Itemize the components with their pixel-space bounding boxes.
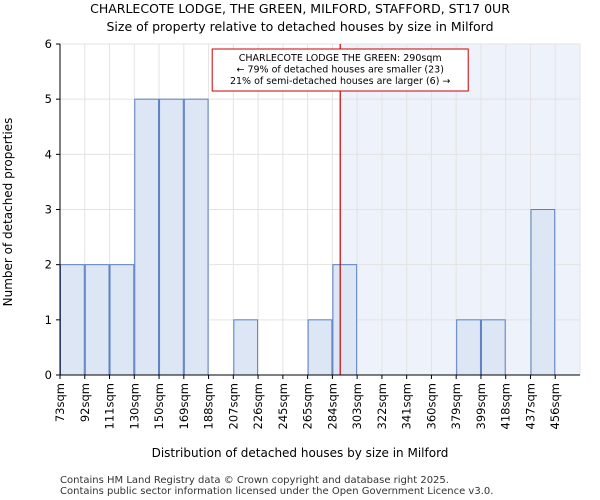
annotation-line: ← 79% of detached houses are smaller (23…	[236, 65, 443, 76]
y-tick-label: 3	[45, 203, 52, 217]
x-tick-label: 379sqm	[449, 383, 463, 429]
bar	[60, 264, 85, 376]
bar	[109, 264, 135, 376]
bar	[332, 264, 358, 376]
bar	[233, 319, 259, 376]
x-tick-label: 341sqm	[400, 383, 414, 429]
annotation-line: 21% of semi-detached houses are larger (…	[230, 76, 450, 87]
annotation-line: CHARLECOTE LODGE THE GREEN: 290sqm	[239, 53, 442, 64]
annotation-box	[211, 48, 469, 92]
bar	[84, 264, 110, 376]
y-tick-label: 1	[45, 313, 52, 327]
x-tick-label: 207sqm	[226, 383, 240, 429]
footer-line-2: Contains public sector information licen…	[60, 486, 493, 497]
bar	[530, 209, 556, 376]
bar	[159, 98, 184, 376]
y-tick-label: 0	[45, 368, 52, 382]
y-tick-label: 4	[45, 147, 52, 161]
footer-line-1: Contains HM Land Registry data © Crown c…	[60, 475, 449, 486]
x-tick-label: 265sqm	[301, 383, 315, 429]
x-tick-label: 437sqm	[523, 383, 537, 429]
plot-layer: CHARLECOTE LODGE THE GREEN: 290sqm← 79% …	[45, 37, 581, 429]
x-tick-label: 322sqm	[375, 383, 389, 429]
x-tick-label: 130sqm	[127, 383, 141, 429]
y-tick-label: 2	[45, 258, 52, 272]
x-tick-label: 73sqm	[53, 383, 67, 422]
bar	[183, 98, 209, 376]
x-tick-label: 92sqm	[78, 383, 92, 422]
bar	[480, 319, 506, 376]
chart-title: CHARLECOTE LODGE, THE GREEN, MILFORD, ST…	[90, 1, 510, 16]
chart-subtitle: Size of property relative to detached ho…	[106, 19, 493, 34]
y-tick-label: 6	[45, 37, 52, 51]
x-axis-label: Distribution of detached houses by size …	[152, 446, 449, 460]
x-tick-label: 150sqm	[152, 383, 166, 429]
x-tick-label: 399sqm	[474, 383, 488, 429]
x-tick-label: 418sqm	[499, 383, 513, 429]
bar	[307, 319, 333, 376]
x-tick-label: 188sqm	[202, 383, 216, 429]
x-tick-label: 245sqm	[276, 383, 290, 429]
x-tick-label: 111sqm	[103, 383, 117, 429]
x-tick-label: 303sqm	[350, 383, 364, 429]
x-tick-label: 456sqm	[548, 383, 562, 429]
x-tick-label: 284sqm	[325, 383, 339, 429]
bar	[456, 319, 481, 376]
y-tick-label: 5	[45, 92, 52, 106]
x-tick-label: 360sqm	[424, 383, 438, 429]
x-tick-label: 169sqm	[177, 383, 191, 429]
y-axis-label: Number of detached properties	[1, 118, 15, 307]
x-tick-label: 226sqm	[251, 383, 265, 429]
bar	[134, 98, 160, 376]
